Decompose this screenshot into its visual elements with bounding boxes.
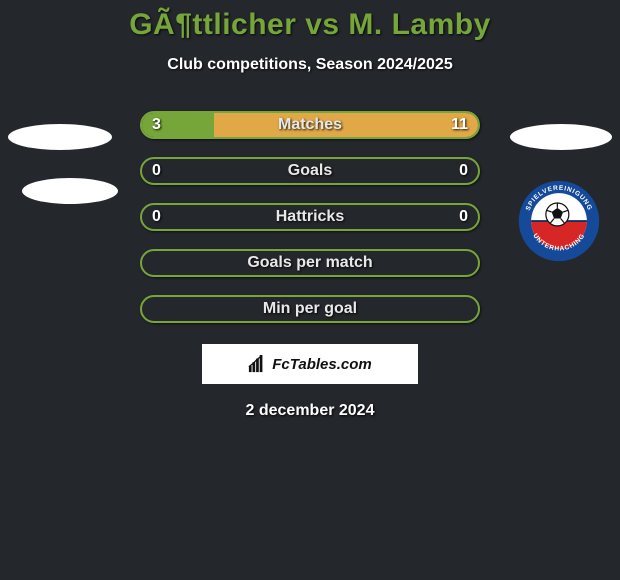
stat-label: Goals per match — [142, 254, 478, 272]
stat-rows: Matches311Goals00Hattricks00Goals per ma… — [0, 104, 620, 334]
stat-row: Goals per match — [0, 242, 620, 288]
stat-bar: Matches3 11 — [140, 111, 480, 139]
stat-bar: Hattricks0 0 — [140, 203, 480, 231]
stat-row: Matches3 11 — [0, 104, 620, 150]
stat-bar: Goals per match — [140, 249, 480, 277]
stat-label: Matches — [142, 116, 478, 134]
stat-bar: Min per goal — [140, 295, 480, 323]
stat-value-right: 11 — [451, 116, 468, 134]
stat-value-right: 0 — [459, 162, 468, 180]
stat-row: Min per goal — [0, 288, 620, 334]
stat-label: Hattricks — [142, 208, 478, 226]
page-title: GÃ¶ttlicher vs M. Lamby — [0, 8, 620, 42]
stat-value-left: 3 — [152, 116, 161, 134]
bars-icon — [248, 355, 266, 373]
watermark: FcTables.com — [202, 344, 418, 384]
watermark-text: FcTables.com — [272, 356, 371, 373]
stat-value-left: 0 — [152, 162, 161, 180]
comparison-card: GÃ¶ttlicher vs M. Lamby Club competition… — [0, 0, 620, 420]
date-label: 2 december 2024 — [0, 402, 620, 420]
stat-row: Goals0 0 — [0, 150, 620, 196]
stat-row: Hattricks0 0 — [0, 196, 620, 242]
stat-bar: Goals0 0 — [140, 157, 480, 185]
stat-value-right: 0 — [459, 208, 468, 226]
page-subtitle: Club competitions, Season 2024/2025 — [0, 56, 620, 74]
stat-label: Min per goal — [142, 300, 478, 318]
stat-value-left: 0 — [152, 208, 161, 226]
stat-label: Goals — [142, 162, 478, 180]
